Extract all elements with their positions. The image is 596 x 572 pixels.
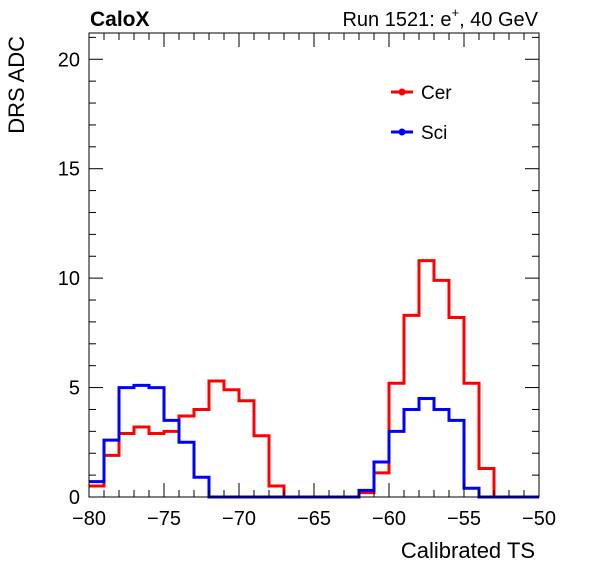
run-info-label: Run 1521: e+, 40 GeV — [342, 5, 538, 31]
x-tick-label: −60 — [372, 508, 406, 530]
plot-border — [88, 32, 540, 498]
label-layer: −80 −75 −70 −65 −60 −55 −50 0 5 10 15 20 — [58, 49, 556, 530]
legend-marker-cer — [398, 88, 406, 96]
x-tick-label: −75 — [147, 508, 181, 530]
y-tick-label: 15 — [58, 159, 80, 181]
run-info-superscript: + — [451, 5, 459, 20]
x-tick-label: −65 — [297, 508, 331, 530]
legend-label-sci: Sci — [421, 123, 447, 144]
x-tick-label: −55 — [447, 508, 481, 530]
y-tick-label: 10 — [58, 268, 80, 290]
legend: Cer Sci — [391, 83, 452, 144]
series-layer — [89, 259, 539, 499]
experiment-label: CaloX — [90, 8, 150, 31]
y-axis-title: DRS ADC — [4, 36, 29, 134]
run-info-prefix: Run 1521: e — [342, 9, 451, 31]
y-tick-label: 0 — [69, 487, 80, 509]
run-info-suffix: , 40 GeV — [459, 9, 539, 31]
plot-frame — [88, 32, 540, 498]
legend-label-cer: Cer — [421, 83, 452, 104]
tick-layer — [88, 33, 540, 498]
x-tick-label: −70 — [222, 508, 256, 530]
y-tick-label: 20 — [58, 49, 80, 71]
x-axis-title: Calibrated TS — [401, 538, 535, 563]
legend-marker-sci — [398, 128, 406, 136]
y-tick-label: 5 — [69, 378, 80, 400]
x-tick-label: −50 — [522, 508, 556, 530]
series-line-sci — [89, 383, 539, 499]
x-tick-label: −80 — [72, 508, 106, 530]
series-line-cer — [89, 259, 539, 499]
